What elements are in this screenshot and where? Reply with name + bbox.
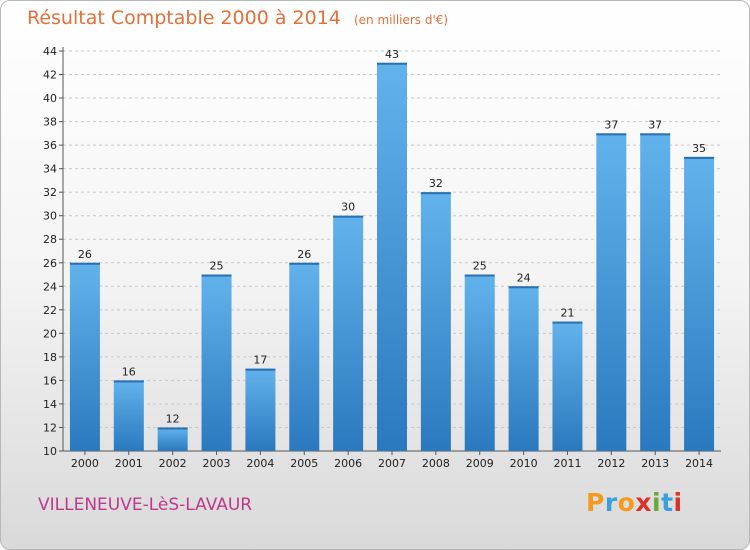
y-tick-label: 38 [43, 116, 57, 129]
x-tick-label: 2004 [246, 457, 274, 470]
bar-value-label: 12 [166, 412, 180, 425]
x-tick-label: 2005 [290, 457, 318, 470]
bar-top-edge [508, 286, 539, 289]
bar [684, 156, 715, 451]
x-tick-label: 2007 [378, 457, 406, 470]
bar-value-label: 25 [210, 260, 224, 273]
bar-top-edge [640, 133, 671, 136]
x-tick-label: 2013 [641, 457, 669, 470]
bar-value-label: 25 [473, 260, 487, 273]
x-tick-label: 2012 [597, 457, 625, 470]
y-tick-label: 12 [43, 421, 57, 434]
bar-value-label: 26 [297, 248, 311, 261]
bar [69, 262, 100, 451]
title-row: Résultat Comptable 2000 à 2014 (en milli… [27, 7, 448, 29]
logo-letter: i [652, 488, 662, 517]
chart-title: Résultat Comptable 2000 à 2014 [27, 7, 341, 29]
bar-value-label: 30 [341, 201, 355, 214]
x-tick-label: 2009 [466, 457, 494, 470]
bar-top-edge [420, 192, 451, 195]
bar [420, 192, 451, 452]
y-tick-label: 34 [43, 163, 57, 176]
bar [640, 133, 671, 451]
bar [245, 368, 276, 451]
bar-value-label: 35 [692, 142, 706, 155]
y-tick-label: 10 [43, 445, 57, 458]
bar-top-edge [596, 133, 627, 136]
proxiti-logo: Proxiti [586, 488, 683, 517]
commune-name: VILLENEUVE-LèS-LAVAUR [38, 495, 253, 515]
bar-top-edge [157, 427, 188, 430]
bar-top-edge [552, 321, 583, 324]
bar [377, 62, 407, 451]
x-tick-label: 2002 [159, 457, 187, 470]
bar [201, 274, 232, 451]
bar [333, 215, 364, 451]
bar-value-label: 43 [385, 48, 399, 61]
logo-letter: t [661, 488, 674, 517]
logo-letter: P [586, 488, 605, 517]
y-tick-label: 26 [43, 257, 57, 270]
bar-top-edge [464, 274, 495, 277]
bar [113, 380, 144, 451]
bars [69, 62, 715, 452]
bar-value-label: 16 [122, 365, 136, 378]
bar-value-label: 17 [253, 354, 267, 367]
bar-value-label: 37 [604, 118, 618, 131]
bar-value-label: 21 [560, 307, 574, 320]
bar-top-edge [245, 368, 276, 371]
logo-letter: x [635, 488, 652, 517]
y-tick-label: 24 [43, 280, 57, 293]
logo-letter: i [673, 488, 683, 517]
x-tick-label: 2000 [71, 457, 99, 470]
x-tick-label: 2006 [334, 457, 362, 470]
labels: 10 12 14 16 18 20 22 24 26 28 30 32 34 36 38 40 42 44 26 20… [43, 45, 713, 470]
logo-letter: r [604, 488, 618, 517]
bar [464, 274, 495, 451]
x-tick-label: 2011 [553, 457, 581, 470]
x-tick-label: 2001 [115, 457, 143, 470]
logo-letter: o [617, 488, 636, 517]
bar-top-edge [113, 380, 144, 383]
y-tick-label: 40 [43, 92, 57, 105]
bar [289, 262, 320, 451]
bar-top-edge [333, 215, 364, 218]
x-tick-label: 2008 [422, 457, 450, 470]
bar [596, 133, 627, 451]
bar [552, 321, 583, 451]
y-tick-label: 20 [43, 327, 57, 340]
y-tick-label: 42 [43, 69, 57, 82]
x-tick-label: 2014 [685, 457, 713, 470]
bar-top-edge [201, 274, 232, 277]
y-tick-label: 28 [43, 233, 57, 246]
y-tick-label: 32 [43, 186, 57, 199]
y-tick-label: 14 [43, 398, 57, 411]
chart-subtitle: (en milliers d'€) [353, 13, 449, 27]
bar-top-edge [377, 62, 407, 65]
y-tick-label: 44 [43, 45, 57, 58]
y-tick-label: 18 [43, 351, 57, 364]
x-tick-label: 2003 [203, 457, 231, 470]
bar [508, 286, 539, 451]
bar-top-edge [289, 262, 320, 265]
bar-value-label: 24 [517, 271, 531, 284]
y-tick-label: 36 [43, 139, 57, 152]
bar-top-edge [684, 156, 715, 159]
bar [157, 427, 188, 451]
y-tick-label: 22 [43, 304, 57, 317]
bar-value-label: 26 [78, 248, 92, 261]
x-tick-label: 2010 [510, 457, 538, 470]
y-tick-label: 30 [43, 210, 57, 223]
y-tick-label: 16 [43, 374, 57, 387]
bar-top-edge [69, 262, 100, 265]
bar-value-label: 32 [429, 177, 443, 190]
bar-value-label: 37 [648, 118, 662, 131]
